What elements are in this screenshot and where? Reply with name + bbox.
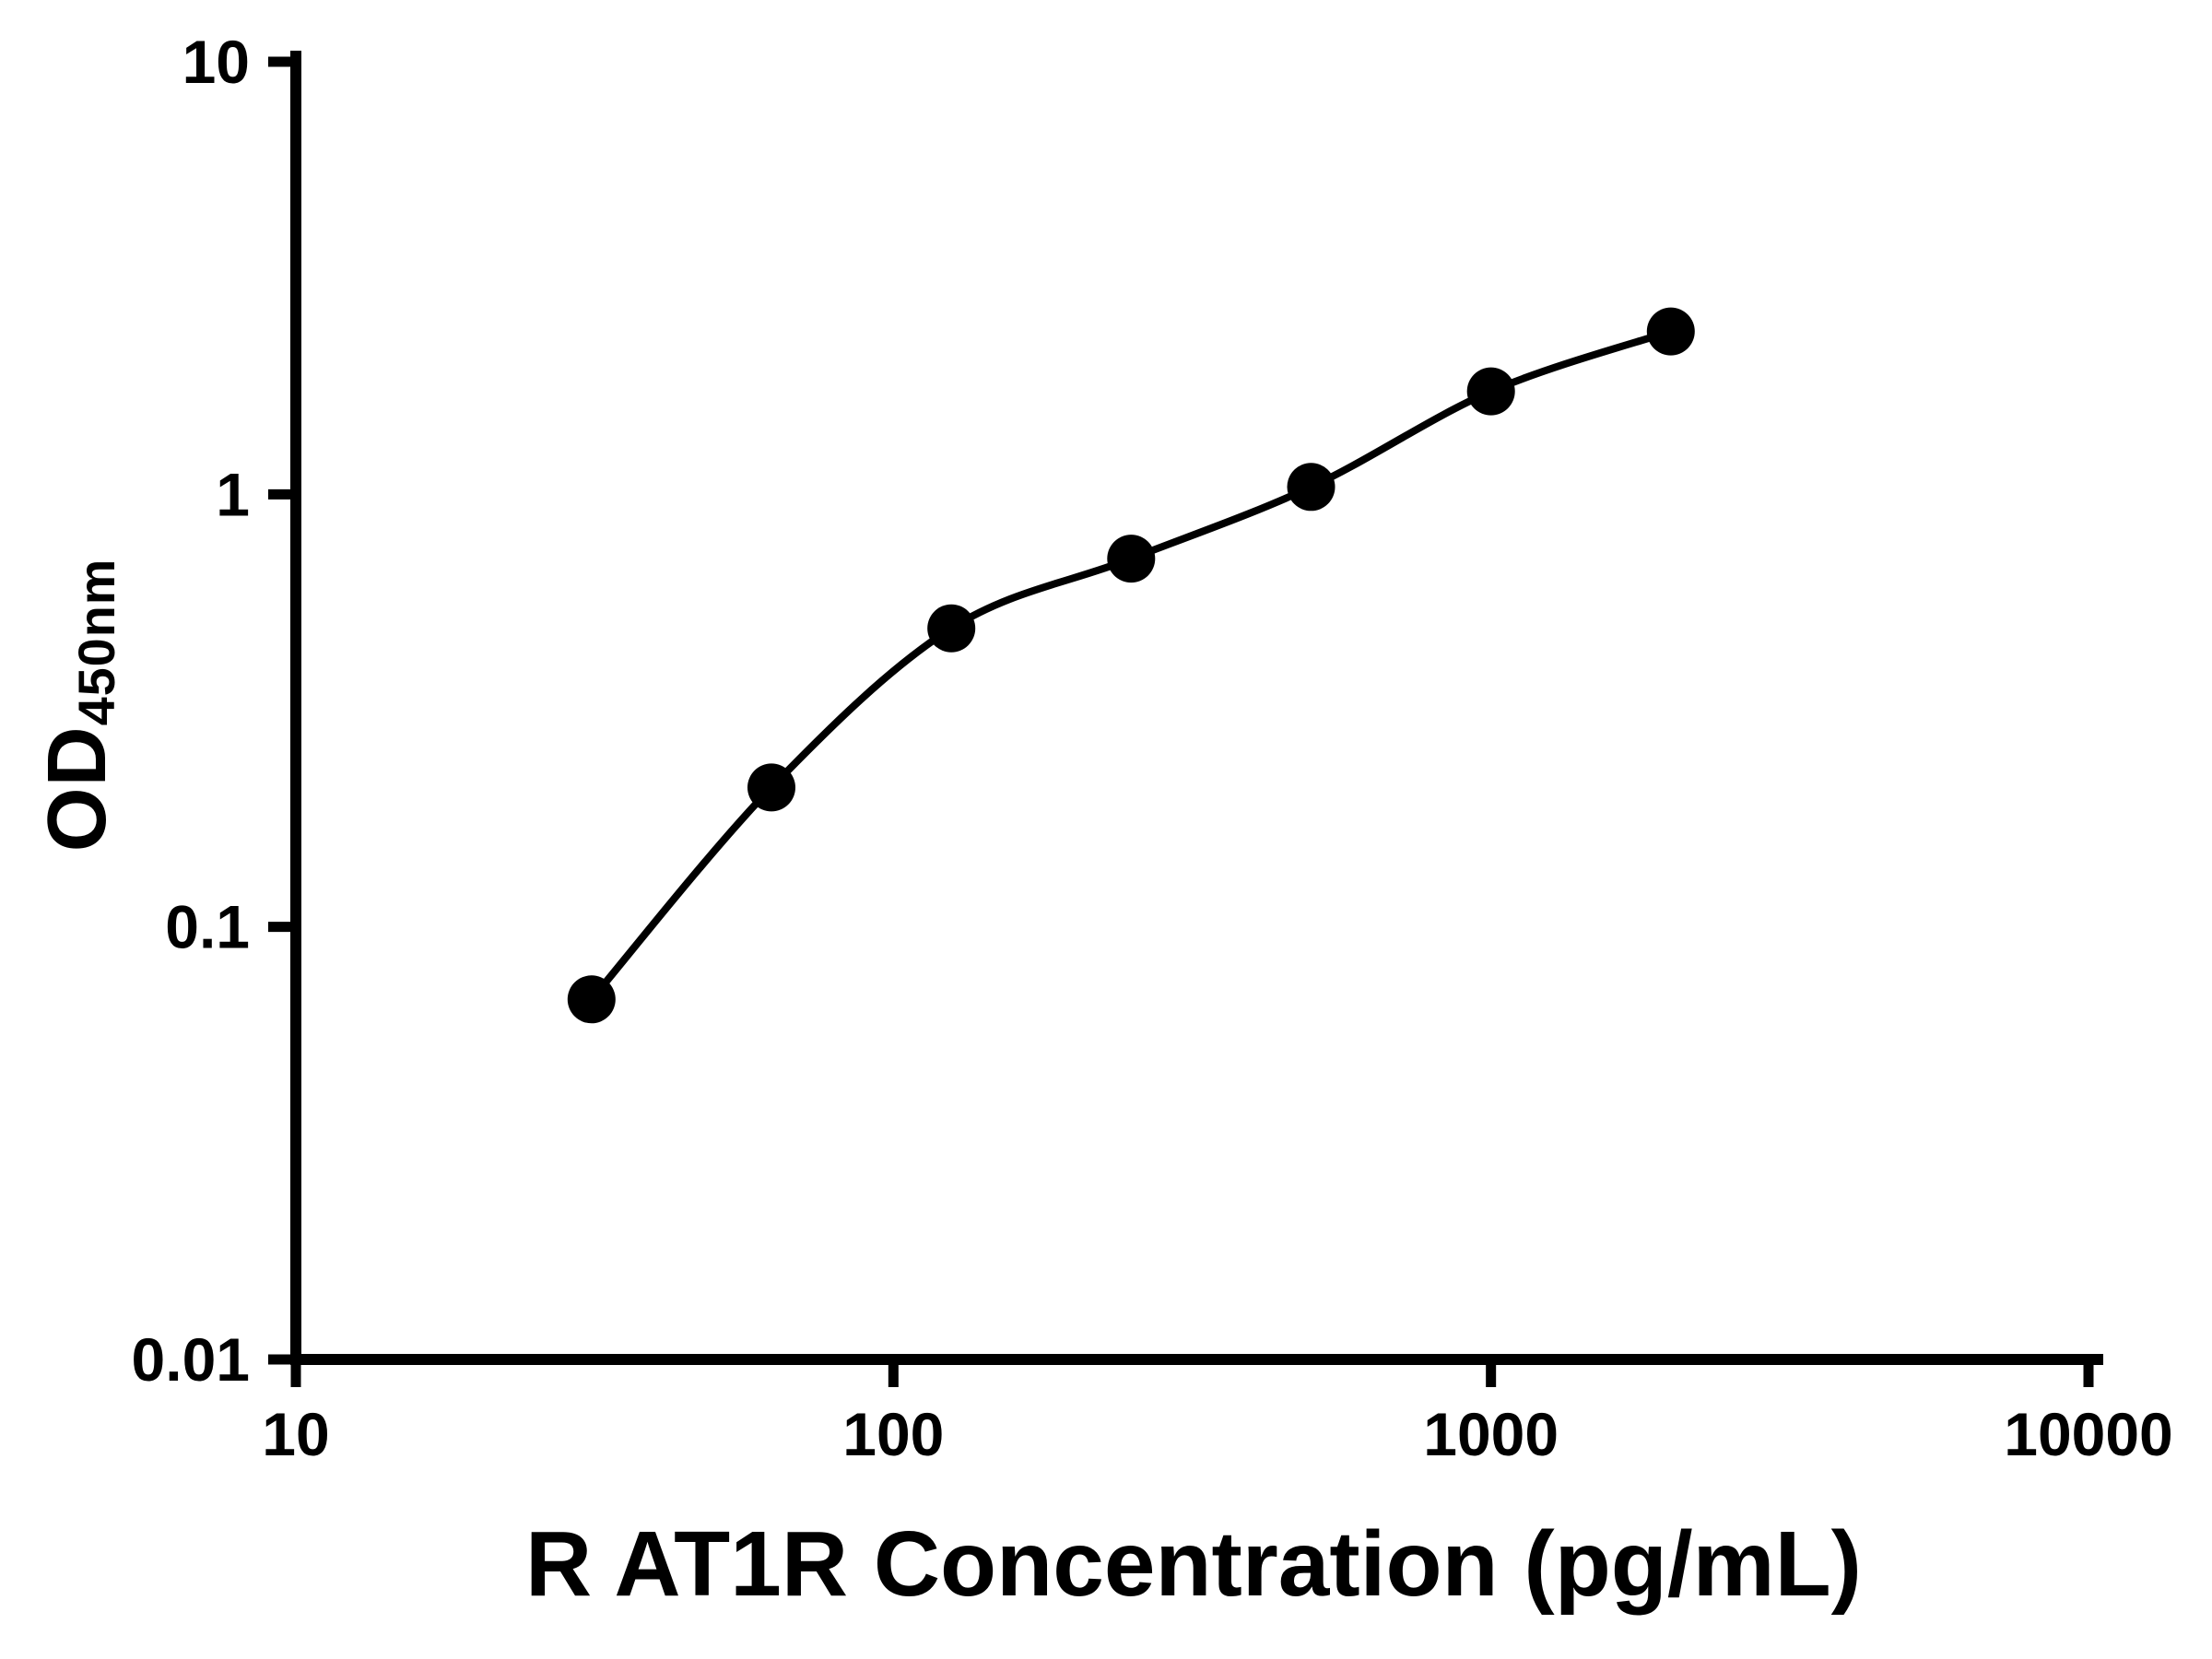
data-point [927, 604, 976, 653]
y-axis-title-subscript: 450nm [67, 558, 126, 726]
x-axis-title: R AT1R Concentration (pg/mL) [525, 1512, 1862, 1616]
fit-curve [587, 327, 1675, 1004]
data-point [747, 763, 795, 812]
y-axis-tick-label: 0.1 [165, 893, 250, 961]
y-axis-title: OD450nm [30, 559, 126, 853]
y-axis-tick-label: 1 [216, 460, 250, 528]
y-axis-tick-label: 0.01 [132, 1325, 250, 1394]
x-axis-tick-label: 10000 [2004, 1400, 2173, 1468]
data-point [1287, 463, 1335, 512]
x-axis-tick-label: 100 [842, 1400, 944, 1468]
y-axis-title-main: OD [30, 725, 124, 853]
x-axis-tick-label: 10 [262, 1400, 329, 1468]
x-axis-tick-label: 1000 [1423, 1400, 1559, 1468]
data-point [1646, 307, 1695, 356]
data-point [1466, 367, 1515, 416]
data-point [567, 975, 616, 1024]
data-point [1107, 535, 1156, 583]
y-axis-tick-label: 10 [182, 28, 250, 96]
